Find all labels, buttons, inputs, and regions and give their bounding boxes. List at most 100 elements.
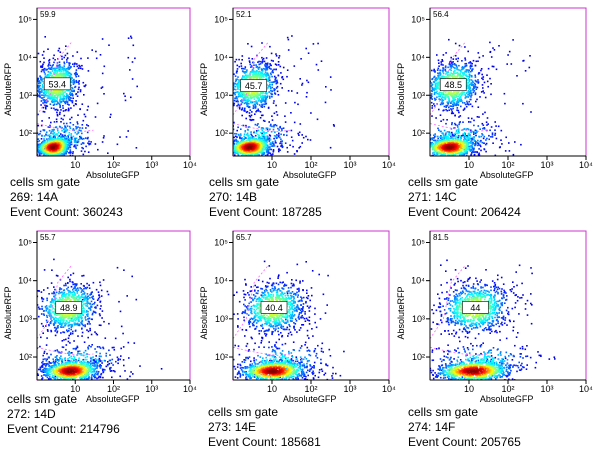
gate-percent-box bbox=[462, 301, 489, 314]
y-tick-label: 10⁴ bbox=[411, 276, 425, 286]
y-axis-label: AbsoluteRFP bbox=[199, 286, 209, 339]
sample-name: 273: 14E bbox=[208, 420, 257, 434]
corner-value: 52.1 bbox=[236, 10, 252, 19]
x-tick-label: 10 bbox=[70, 384, 80, 394]
y-tick-label: 10³ bbox=[412, 314, 425, 324]
y-tick-label: 10² bbox=[412, 128, 425, 138]
y-tick-label: 10³ bbox=[19, 90, 32, 100]
event-count: Event Count: 187285 bbox=[209, 205, 322, 219]
y-axis-label: AbsoluteRFP bbox=[3, 63, 13, 116]
y-tick-label: 10² bbox=[19, 128, 32, 138]
gate-percent-box bbox=[260, 301, 288, 314]
facs-panel-3: 10 10² 10³ 10⁴ 10² 10³ 10⁴ 10⁵ AbsoluteGFP Absolu… bbox=[396, 7, 593, 180]
y-tick-label: 10⁴ bbox=[18, 52, 32, 62]
event-count: Event Count: 206424 bbox=[408, 205, 521, 219]
panel-caption: cells sm gate 274: 14F Event Count: 205765 bbox=[408, 405, 521, 450]
x-tick-label: 10² bbox=[107, 160, 120, 170]
gate-percent-value: 45.7 bbox=[245, 81, 263, 91]
x-axis-label: AbsoluteGFP bbox=[283, 394, 337, 404]
x-tick-label: 10⁴ bbox=[579, 384, 593, 394]
x-axis-label: AbsoluteGFP bbox=[86, 394, 140, 404]
sample-name: 271: 14C bbox=[408, 190, 457, 204]
x-tick-label: 10² bbox=[501, 384, 514, 394]
sample-name: 270: 14B bbox=[209, 190, 258, 204]
x-tick-label: 10³ bbox=[343, 384, 356, 394]
corner-value: 59.9 bbox=[40, 10, 56, 19]
gate-percent-box bbox=[43, 77, 71, 91]
y-tick-label: 10³ bbox=[215, 314, 228, 324]
x-tick-label: 10³ bbox=[145, 384, 158, 394]
event-count: Event Count: 185681 bbox=[208, 435, 321, 449]
gate-boundary bbox=[36, 265, 72, 340]
y-tick-label: 10⁵ bbox=[18, 14, 32, 24]
y-tick-label: 10⁴ bbox=[214, 52, 228, 62]
facs-panel-1: 10 10² 10³ 10⁴ 10² 10³ 10⁴ 10⁵ AbsoluteGFP Absolu… bbox=[3, 7, 197, 180]
panel-caption: cells sm gate 269: 14A Event Count: 360243 bbox=[10, 175, 123, 220]
gate-name: cells sm gate bbox=[408, 175, 479, 189]
corner-value: 65.7 bbox=[236, 233, 252, 242]
gate-name: cells sm gate bbox=[7, 392, 78, 406]
corner-value: 56.4 bbox=[433, 10, 449, 19]
y-tick-label: 10⁵ bbox=[214, 237, 228, 247]
y-tick-label: 10⁵ bbox=[411, 237, 425, 247]
x-tick-label: 10² bbox=[501, 160, 514, 170]
x-tick-label: 10 bbox=[464, 160, 474, 170]
y-tick-label: 10³ bbox=[19, 314, 32, 324]
event-count: Event Count: 205765 bbox=[408, 435, 521, 449]
facs-panel-4: 10 10² 10³ 10⁴ 10² 10³ 10⁴ 10⁵ AbsoluteGFP Absolu… bbox=[3, 230, 197, 404]
x-tick-label: 10 bbox=[267, 160, 277, 170]
y-tick-label: 10³ bbox=[215, 90, 228, 100]
x-tick-label: 10³ bbox=[343, 160, 356, 170]
x-tick-label: 10² bbox=[304, 384, 317, 394]
y-tick-label: 10⁴ bbox=[18, 276, 32, 286]
gate-percent-box bbox=[439, 78, 467, 91]
x-tick-label: 10 bbox=[464, 384, 474, 394]
y-axis-label: AbsoluteRFP bbox=[396, 63, 406, 116]
gate-boundary bbox=[429, 346, 488, 356]
corner-value: 55.7 bbox=[40, 233, 56, 242]
panel-caption: cells sm gate 273: 14E Event Count: 185681 bbox=[208, 405, 321, 450]
gate-name: cells sm gate bbox=[408, 405, 479, 419]
y-tick-label: 10² bbox=[215, 352, 228, 362]
event-count: Event Count: 360243 bbox=[10, 205, 123, 219]
gate-percent-value: 48.5 bbox=[444, 80, 462, 90]
facs-panel-5: 10 10² 10³ 10⁴ 10² 10³ 10⁴ 10⁵ AbsoluteGFP Absolu… bbox=[199, 230, 396, 404]
gate-name: cells sm gate bbox=[208, 405, 279, 419]
gate-percent-value: 40.4 bbox=[265, 303, 283, 313]
sample-name: 269: 14A bbox=[10, 190, 59, 204]
panel-caption: cells sm gate 270: 14B Event Count: 187285 bbox=[209, 175, 322, 220]
x-tick-label: 10² bbox=[304, 160, 317, 170]
x-tick-label: 10⁴ bbox=[382, 384, 396, 394]
x-tick-label: 10² bbox=[107, 384, 120, 394]
y-tick-label: 10² bbox=[215, 128, 228, 138]
gate-boundary bbox=[232, 346, 291, 356]
y-tick-label: 10⁴ bbox=[411, 52, 425, 62]
panel-caption: cells sm gate 271: 14C Event Count: 206424 bbox=[408, 175, 521, 220]
gate-boundary bbox=[429, 265, 466, 340]
x-tick-label: 10⁴ bbox=[183, 160, 197, 170]
x-axis-label: AbsoluteGFP bbox=[480, 170, 534, 180]
y-axis-label: AbsoluteRFP bbox=[3, 286, 13, 339]
facs-panel-2: 10 10² 10³ 10⁴ 10² 10³ 10⁴ 10⁵ AbsoluteGFP Absolu… bbox=[199, 7, 396, 180]
y-tick-label: 10⁵ bbox=[214, 14, 228, 24]
facs-panel-6: 10 10² 10³ 10⁴ 10² 10³ 10⁴ 10⁵ AbsoluteGFP Absolu… bbox=[396, 230, 593, 404]
density-points bbox=[430, 38, 532, 156]
x-tick-label: 10 bbox=[70, 160, 80, 170]
gate-name: cells sm gate bbox=[10, 175, 81, 189]
y-tick-label: 10³ bbox=[412, 90, 425, 100]
panel-caption: cells sm gate 272: 14D Event Count: 214796 bbox=[7, 392, 120, 437]
gate-percent-value: 44 bbox=[470, 303, 480, 313]
gate-boundary bbox=[36, 123, 94, 133]
gate-boundary bbox=[232, 265, 269, 340]
x-tick-label: 10³ bbox=[145, 160, 158, 170]
gate-boundary bbox=[36, 346, 94, 356]
y-tick-label: 10² bbox=[19, 352, 32, 362]
gate-boundary bbox=[232, 123, 291, 133]
gate-name: cells sm gate bbox=[209, 175, 280, 189]
x-tick-label: 10⁴ bbox=[579, 160, 593, 170]
x-axis-label: AbsoluteGFP bbox=[480, 394, 534, 404]
x-tick-label: 10 bbox=[267, 384, 277, 394]
sample-name: 274: 14F bbox=[408, 420, 456, 434]
gate-percent-box bbox=[240, 79, 267, 92]
